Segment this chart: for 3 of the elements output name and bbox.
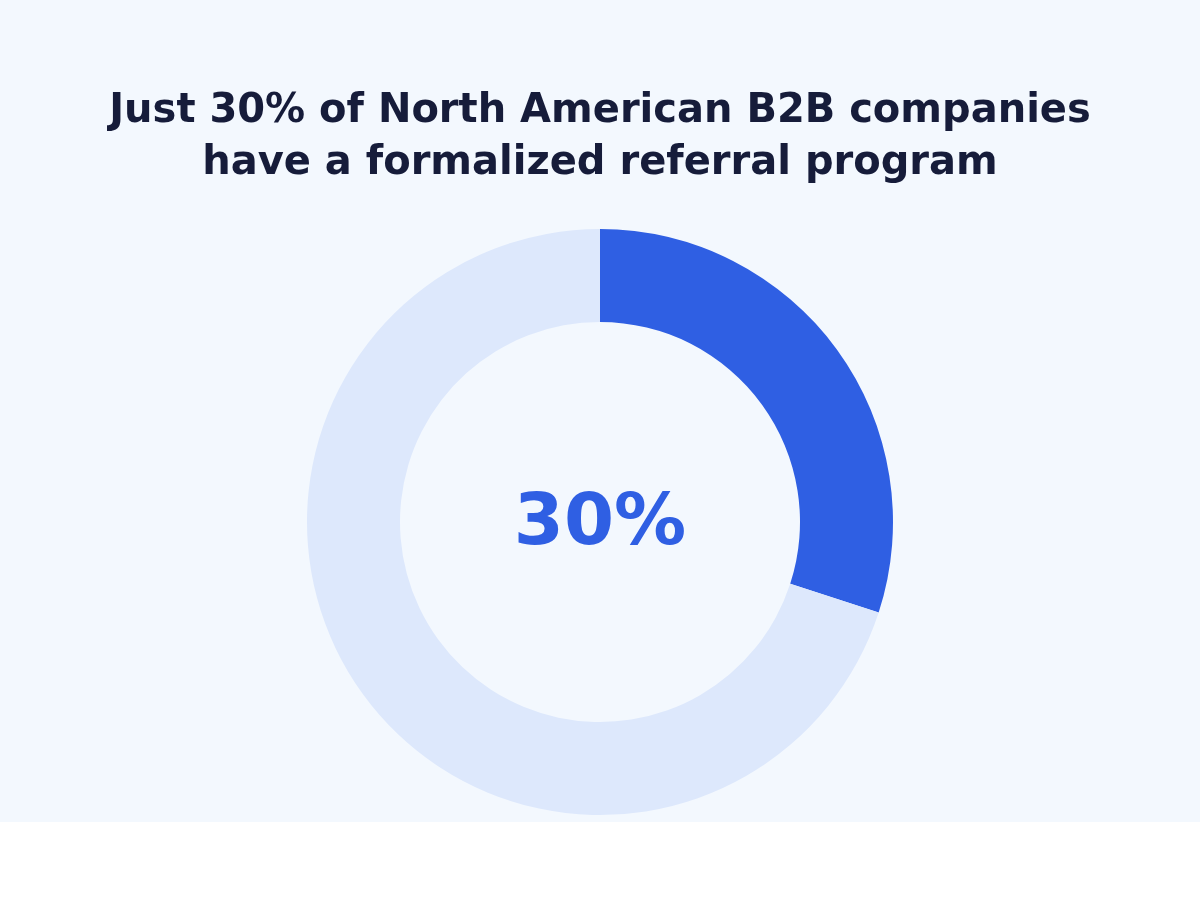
chart-title: Just 30% of North American B2B companies have a formalized referral program (106, 85, 1091, 183)
donut-slice (307, 229, 879, 815)
data-label: 30% (513, 477, 687, 561)
